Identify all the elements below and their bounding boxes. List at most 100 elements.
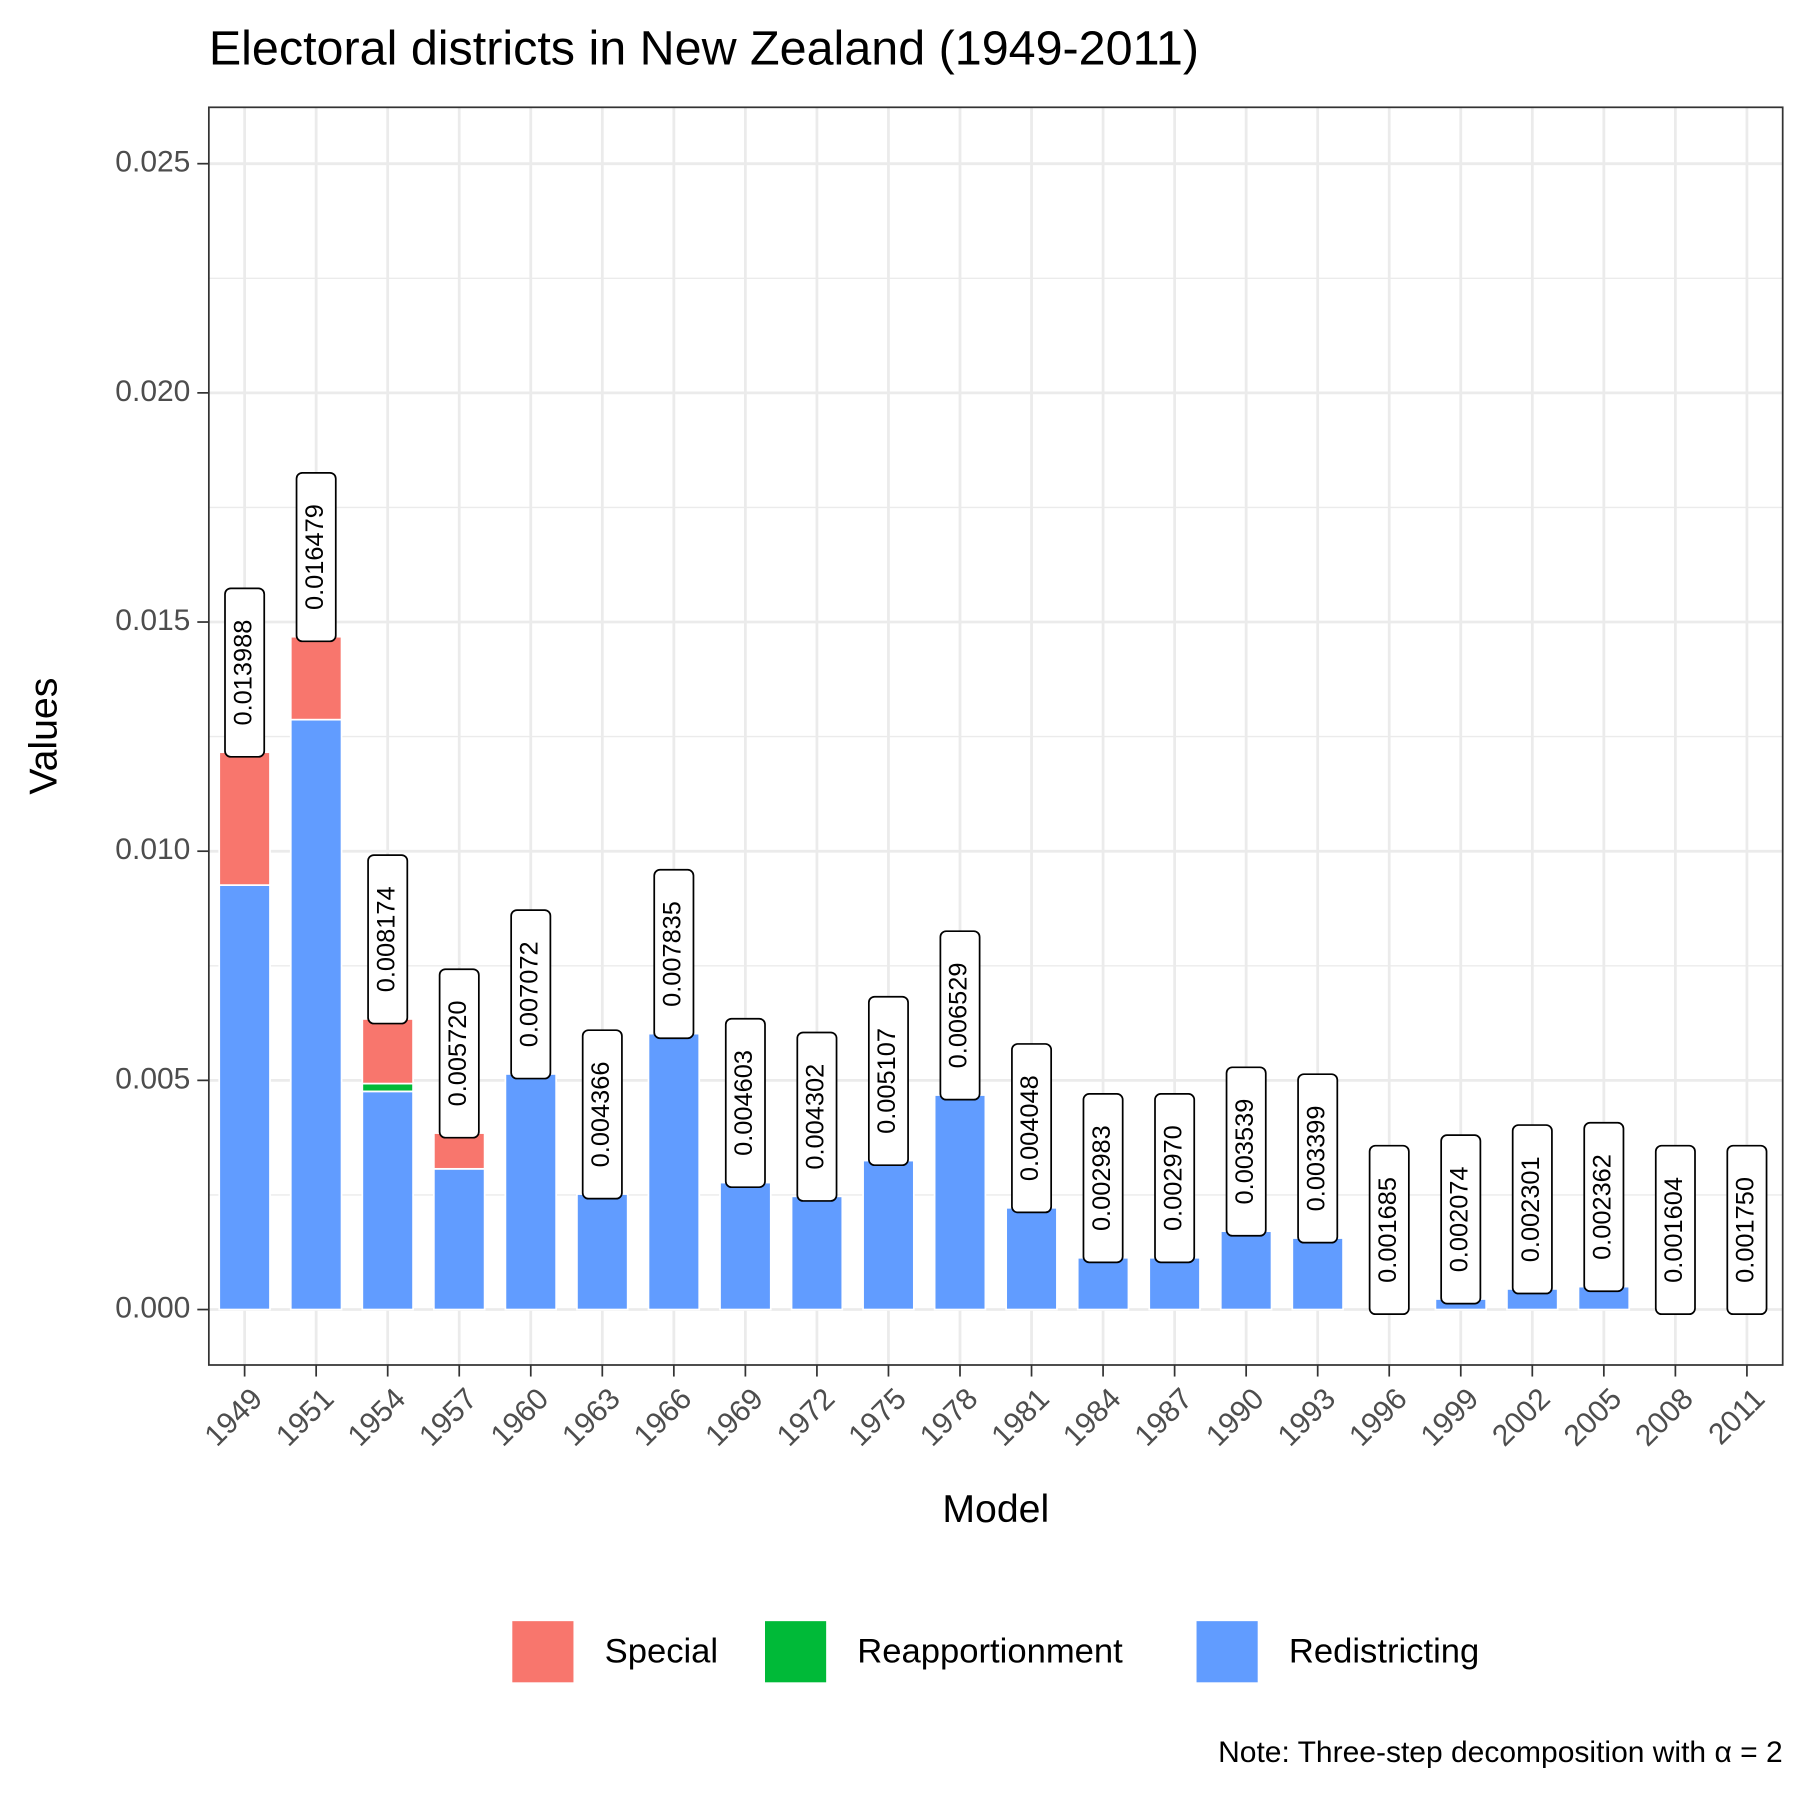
bar-label-box — [796, 1031, 838, 1202]
bar-label-text: 0.002074 — [1445, 1166, 1473, 1272]
bar-label-text: 0.003539 — [1231, 1099, 1259, 1205]
bar-label-text: 0.005720 — [444, 1001, 472, 1107]
legend-swatch — [1196, 1621, 1258, 1683]
panel-border — [207, 106, 1784, 1366]
bars — [218, 635, 1631, 1311]
bar-label-box — [1082, 1093, 1124, 1264]
bar-segment — [218, 884, 271, 1311]
bar-label-text: 0.001604 — [1660, 1177, 1688, 1283]
bar-segment — [432, 1167, 486, 1311]
bar-label-box — [1225, 1066, 1267, 1237]
bar-segment — [289, 635, 343, 721]
bar-label-text: 0.004048 — [1016, 1075, 1044, 1181]
bar-label: 0.002362 — [1583, 1121, 1625, 1293]
y-tick-label: 0.010 — [115, 833, 190, 866]
bar-label-box — [367, 854, 409, 1025]
bar-segment — [790, 1195, 844, 1311]
bar-label-box — [724, 1017, 766, 1189]
bar-segment — [1219, 1230, 1273, 1311]
bar-label: 0.007072 — [510, 909, 552, 1080]
bar-label-text: 0.002362 — [1589, 1154, 1617, 1260]
y-tick-label: 0.015 — [115, 604, 190, 637]
bar-label-box — [1511, 1124, 1553, 1295]
bar-label-text: 0.006529 — [945, 962, 973, 1068]
bar-label-text: 0.002983 — [1088, 1125, 1116, 1231]
note: Note: Three-step decomposition with α = … — [1218, 1736, 1783, 1769]
bar-label: 0.002074 — [1440, 1134, 1482, 1305]
bar-label-box — [939, 930, 981, 1101]
bar-label-text: 0.008174 — [372, 886, 400, 992]
bar-label-box — [1654, 1144, 1696, 1316]
bar-label: 0.004603 — [724, 1017, 766, 1189]
y-tick-label: 0.025 — [115, 146, 190, 179]
legend-label: Redistricting — [1289, 1633, 1479, 1671]
bar-segment — [504, 1073, 558, 1311]
bar-segment — [432, 1132, 486, 1170]
bar-label-box — [867, 995, 909, 1167]
bar-segment — [933, 1094, 987, 1311]
bar-label-text: 0.004302 — [802, 1064, 830, 1170]
chart-title: Electoral districts in New Zealand (1949… — [209, 22, 1199, 76]
bar-label: 0.007835 — [653, 868, 695, 1040]
bar-label: 0.001685 — [1368, 1144, 1410, 1316]
legend-swatch — [765, 1621, 827, 1683]
bar-label-box — [1011, 1043, 1053, 1214]
bar-segment — [289, 718, 343, 1311]
bar-label: 0.003539 — [1225, 1066, 1267, 1237]
bar-segment — [647, 1032, 701, 1311]
bar-label: 0.001750 — [1726, 1144, 1768, 1316]
y-tick-label: 0.020 — [115, 375, 190, 408]
bar-segment — [862, 1159, 915, 1311]
bar-label-box — [1583, 1121, 1625, 1293]
bar-label-box — [1368, 1144, 1410, 1316]
bar-label: 0.002983 — [1082, 1093, 1124, 1264]
bar-label-text: 0.003399 — [1302, 1106, 1330, 1212]
bar-label: 0.002970 — [1154, 1093, 1196, 1264]
bar-label-text: 0.007072 — [515, 941, 543, 1047]
bar-label: 0.003399 — [1297, 1073, 1339, 1244]
bar-label-text: 0.004603 — [730, 1050, 758, 1156]
bar-label: 0.002301 — [1511, 1124, 1553, 1295]
bar-label-text: 0.005107 — [873, 1028, 901, 1134]
bar-label-text: 0.001685 — [1374, 1177, 1402, 1283]
bar-label: 0.001604 — [1654, 1144, 1696, 1316]
bar-label: 0.005107 — [867, 995, 909, 1167]
bar-label-box — [1297, 1073, 1339, 1244]
bar-label: 0.016479 — [295, 471, 337, 643]
bar-label-text: 0.016479 — [301, 504, 329, 610]
bar-label-text: 0.002301 — [1517, 1156, 1545, 1262]
bar-segment — [218, 751, 271, 886]
bar-label-box — [224, 587, 266, 758]
bar-label: 0.008174 — [367, 854, 409, 1025]
legend-swatch — [512, 1621, 574, 1683]
bar-label-box — [1726, 1144, 1768, 1316]
bar-segment — [361, 1018, 414, 1085]
y-tick-label: 0.005 — [115, 1062, 190, 1095]
bar-segment — [719, 1181, 772, 1311]
bar-label: 0.004302 — [796, 1031, 838, 1202]
bar-segment — [1148, 1256, 1201, 1311]
y-axis-title: Values — [22, 678, 66, 795]
bar-label-box — [1440, 1134, 1482, 1305]
bar-label-text: 0.013988 — [229, 620, 257, 726]
bar-segment — [576, 1193, 629, 1311]
x-axis-title: Model — [942, 1487, 1049, 1531]
bar-label-box — [653, 868, 695, 1040]
bar-segment — [361, 1082, 414, 1093]
bar-label: 0.013988 — [224, 587, 266, 758]
bar-label-text: 0.007835 — [659, 901, 687, 1007]
bar-label-text: 0.004366 — [587, 1062, 615, 1168]
legend-label: Special — [605, 1633, 719, 1671]
legend: Special Reapportionment Redistricting — [512, 1621, 1479, 1683]
bar-label-text: 0.002970 — [1159, 1125, 1187, 1231]
bar-label: 0.004366 — [581, 1029, 623, 1200]
bar-segment — [1076, 1256, 1130, 1311]
bar-labels: 0.013988 0.016479 0.008174 0.005720 0.007072… — [224, 471, 1768, 1316]
legend-label: Reapportionment — [857, 1633, 1123, 1671]
bar-label-box — [295, 471, 337, 643]
bar-label-box — [510, 909, 552, 1080]
bar-segment — [1291, 1237, 1344, 1311]
bar-segment — [361, 1090, 414, 1311]
bar-label: 0.004048 — [1011, 1043, 1053, 1214]
